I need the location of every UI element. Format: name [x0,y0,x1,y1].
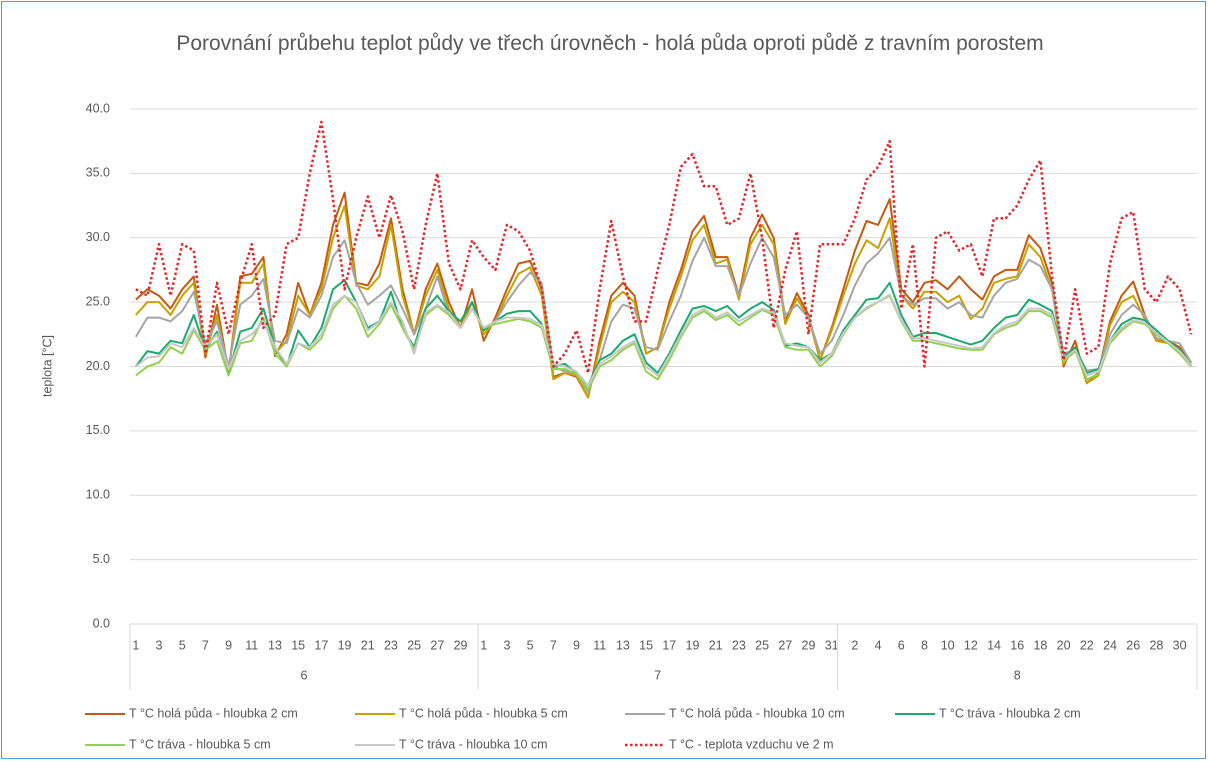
x-tick-label: 23 [732,638,746,652]
legend-label: T °C holá půda - hloubka 5 cm [399,706,568,720]
x-tick-label: 26 [1126,638,1140,652]
legend-label: T °C holá půda - hloubka 10 cm [669,706,845,720]
x-tick-label: 25 [755,638,769,652]
x-tick-label: 5 [527,638,534,652]
x-tick-label: 19 [338,638,352,652]
x-tick-label: 16 [1010,638,1024,652]
x-tick-label: 6 [898,638,905,652]
y-tick-label: 30.0 [86,230,110,244]
x-tick-label: 30 [1173,638,1187,652]
legend-label: T °C - teplota vzduchu ve 2 m [669,737,834,751]
x-tick-label: 12 [964,638,978,652]
data-line [135,204,1192,399]
x-tick-label: 3 [156,638,163,652]
group-label: 6 [300,668,307,682]
legend-label: T °C tráva - hloubka 10 cm [399,737,548,751]
x-tick-label: 17 [314,638,328,652]
x-tick-label: 25 [407,638,421,652]
x-tick-label: 13 [268,638,282,652]
data-line [135,293,1192,387]
data-line [135,294,1192,391]
y-tick-label: 20.0 [86,359,110,373]
data-line [135,120,1193,375]
x-tick-label: 20 [1057,638,1071,652]
x-tick-label: 7 [202,638,209,652]
x-tick-label: 23 [384,638,398,652]
legend-label: T °C holá půda - hloubka 2 cm [129,706,298,720]
x-tick-label: 4 [875,638,882,652]
y-tick-label: 40.0 [86,101,110,115]
y-tick-label: 0.0 [93,616,110,630]
x-tick-label: 1 [132,638,139,652]
x-tick-label: 11 [245,638,258,652]
x-tick-label: 1 [480,638,487,652]
x-tick-label: 7 [550,638,557,652]
y-tick-label: 10.0 [86,488,110,502]
x-tick-label: 10 [941,638,955,652]
x-tick-label: 5 [179,638,186,652]
x-tick-label: 15 [291,638,305,652]
x-tick-label: 17 [662,638,676,652]
y-tick-label: 5.0 [93,552,110,566]
x-tick-label: 21 [361,638,375,652]
x-tick-label: 27 [778,638,792,652]
x-tick-label: 19 [686,638,700,652]
x-tick-label: 28 [1149,638,1163,652]
x-tick-label: 27 [430,638,444,652]
x-tick-label: 9 [225,638,232,652]
x-tick-label: 21 [709,638,723,652]
group-label: 7 [654,668,661,682]
group-label: 8 [1014,668,1021,682]
y-tick-label: 35.0 [86,166,110,180]
data-line [134,236,1193,394]
x-tick-label: 14 [987,638,1001,652]
y-axis-label: teplota [°C] [40,335,54,397]
x-tick-label: 24 [1103,638,1117,652]
x-tick-label: 31 [825,638,839,652]
x-tick-label: 9 [573,638,580,652]
x-tick-label: 3 [503,638,510,652]
x-tick-label: 29 [454,638,468,652]
chart-title: Porovnání průbehu teplot půdy ve třech ú… [176,32,1044,55]
legend-label: T °C tráva - hloubka 5 cm [129,737,271,751]
x-tick-label: 15 [639,638,653,652]
y-tick-label: 15.0 [86,423,110,437]
x-tick-label: 18 [1033,638,1047,652]
x-tick-label: 13 [616,638,630,652]
x-tick-label: 8 [921,638,928,652]
y-tick-label: 25.0 [86,294,110,308]
legend-label: T °C tráva - hloubka 2 cm [939,706,1081,720]
x-tick-label: 29 [802,638,816,652]
x-tick-label: 22 [1080,638,1094,652]
x-tick-label: 11 [593,638,606,652]
x-tick-label: 2 [851,638,858,652]
